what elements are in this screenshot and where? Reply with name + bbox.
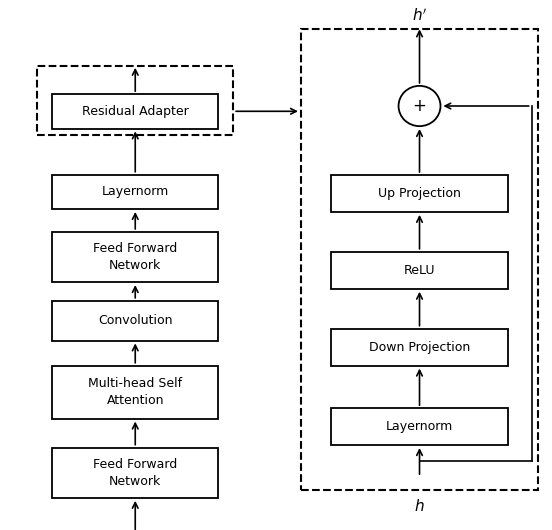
- Text: Layernorm: Layernorm: [386, 420, 453, 433]
- Circle shape: [399, 86, 440, 126]
- FancyBboxPatch shape: [52, 174, 218, 209]
- Text: Down Projection: Down Projection: [369, 341, 470, 354]
- FancyBboxPatch shape: [331, 252, 508, 289]
- FancyBboxPatch shape: [52, 301, 218, 340]
- Text: +: +: [412, 97, 427, 115]
- Text: Layernorm: Layernorm: [102, 186, 169, 198]
- FancyBboxPatch shape: [331, 408, 508, 445]
- Text: Up Projection: Up Projection: [378, 187, 461, 200]
- Text: ReLU: ReLU: [404, 264, 436, 277]
- FancyBboxPatch shape: [52, 232, 218, 282]
- FancyBboxPatch shape: [331, 175, 508, 212]
- FancyBboxPatch shape: [52, 94, 218, 128]
- Text: $h'$: $h'$: [412, 7, 427, 24]
- Text: Feed Forward
Network: Feed Forward Network: [93, 242, 177, 272]
- FancyBboxPatch shape: [52, 447, 218, 498]
- Text: Convolution: Convolution: [98, 314, 172, 327]
- Text: $h$: $h$: [414, 498, 425, 514]
- Text: Multi-head Self
Attention: Multi-head Self Attention: [88, 377, 182, 407]
- Text: Feed Forward
Network: Feed Forward Network: [93, 458, 177, 488]
- FancyBboxPatch shape: [331, 329, 508, 366]
- Text: Residual Adapter: Residual Adapter: [82, 105, 189, 118]
- FancyBboxPatch shape: [52, 366, 218, 419]
